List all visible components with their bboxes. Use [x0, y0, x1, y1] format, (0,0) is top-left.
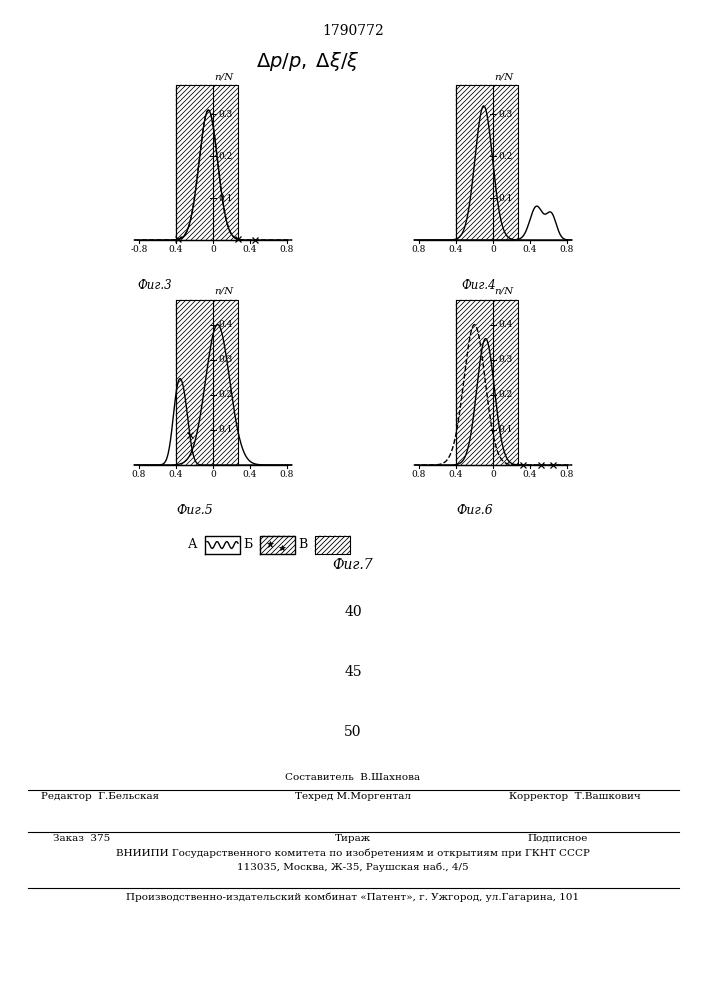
Text: 0.3: 0.3: [218, 355, 233, 364]
Text: 0.1: 0.1: [498, 194, 513, 203]
Text: В: В: [298, 538, 308, 552]
Text: 0: 0: [210, 245, 216, 254]
Text: Составитель  В.Шахнова: Составитель В.Шахнова: [286, 773, 421, 782]
Text: 0.1: 0.1: [218, 194, 233, 203]
Text: n/N: n/N: [214, 287, 233, 296]
Text: 40: 40: [344, 605, 362, 619]
Text: А: А: [188, 538, 198, 552]
Text: Корректор  Т.Вашкович: Корректор Т.Вашкович: [509, 792, 641, 801]
Text: Редактор  Г.Бельская: Редактор Г.Бельская: [41, 792, 159, 801]
Text: -0.8: -0.8: [130, 245, 148, 254]
Text: Фиг.6: Фиг.6: [457, 504, 493, 516]
Text: 45: 45: [344, 665, 362, 679]
Text: 0.2: 0.2: [498, 152, 513, 161]
Text: Подписное: Подписное: [528, 834, 588, 843]
Text: 0.4: 0.4: [243, 470, 257, 479]
Text: 0.8: 0.8: [280, 245, 294, 254]
Text: 0.3: 0.3: [498, 355, 513, 364]
Text: 0.4: 0.4: [449, 245, 463, 254]
Text: Производственно-издательский комбинат «Патент», г. Ужгород, ул.Гагарина, 101: Производственно-издательский комбинат «П…: [127, 893, 580, 902]
Text: Фиг.3: Фиг.3: [137, 279, 172, 292]
Text: 0.4: 0.4: [169, 470, 183, 479]
Text: 113035, Москва, Ж-35, Раушская наб., 4/5: 113035, Москва, Ж-35, Раушская наб., 4/5: [237, 862, 469, 871]
Text: 50: 50: [344, 725, 362, 739]
Text: 0.4: 0.4: [243, 245, 257, 254]
Text: 0.1: 0.1: [218, 425, 233, 434]
Text: Фиг.7: Фиг.7: [333, 558, 373, 572]
Text: 0.3: 0.3: [498, 110, 513, 119]
Text: 0.2: 0.2: [498, 390, 513, 399]
Text: 0.3: 0.3: [218, 110, 233, 119]
Text: 0.2: 0.2: [218, 390, 233, 399]
Text: Фиг.5: Фиг.5: [177, 504, 214, 516]
Text: 0.8: 0.8: [411, 245, 426, 254]
Text: 0: 0: [490, 245, 496, 254]
Text: n/N: n/N: [494, 287, 513, 296]
Text: 0.8: 0.8: [132, 470, 146, 479]
Text: 0.4: 0.4: [522, 245, 537, 254]
Text: 1790772: 1790772: [322, 24, 384, 38]
Text: Б: Б: [243, 538, 252, 552]
Text: $\mathit{\Delta p/p,\;\Delta\xi/\xi}$: $\mathit{\Delta p/p,\;\Delta\xi/\xi}$: [256, 50, 360, 73]
Text: 0: 0: [490, 470, 496, 479]
Text: ВНИИПИ Государственного комитета по изобретениям и открытиям при ГКНТ СССР: ВНИИПИ Государственного комитета по изоб…: [116, 848, 590, 857]
Text: 0.4: 0.4: [449, 470, 463, 479]
Text: 0.4: 0.4: [218, 320, 233, 329]
Text: Техред М.Моргентал: Техред М.Моргентал: [295, 792, 411, 801]
Text: 0.8: 0.8: [280, 470, 294, 479]
Text: 0.8: 0.8: [560, 245, 574, 254]
Text: 0.4: 0.4: [498, 320, 513, 329]
Text: 0: 0: [210, 470, 216, 479]
Text: Тираж: Тираж: [335, 834, 371, 843]
Text: 0.2: 0.2: [218, 152, 233, 161]
Text: Фиг.4: Фиг.4: [461, 279, 496, 292]
Text: 0.1: 0.1: [498, 425, 513, 434]
Text: 0.4: 0.4: [522, 470, 537, 479]
Text: 0.8: 0.8: [411, 470, 426, 479]
Text: n/N: n/N: [214, 72, 233, 81]
Text: n/N: n/N: [494, 72, 513, 81]
Text: 0.8: 0.8: [560, 470, 574, 479]
Text: 0.4: 0.4: [169, 245, 183, 254]
Text: Заказ  375: Заказ 375: [53, 834, 110, 843]
